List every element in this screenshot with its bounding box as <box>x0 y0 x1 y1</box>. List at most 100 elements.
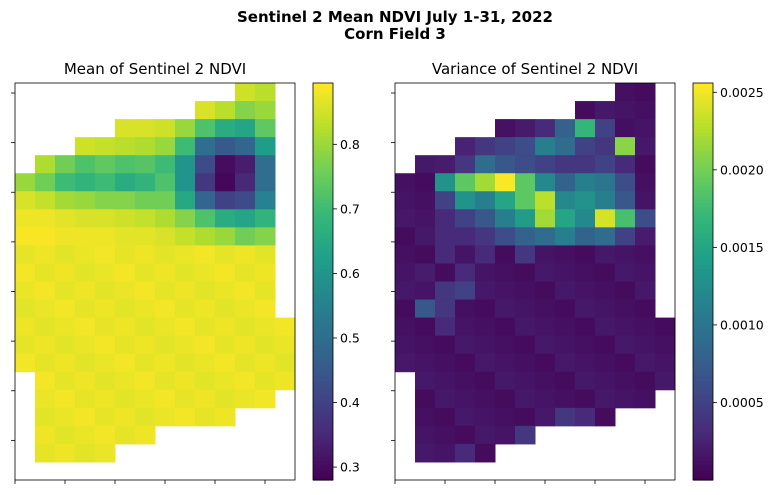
colorbar-segment <box>313 344 333 349</box>
colorbar-segment <box>313 132 333 137</box>
colorbar-tick-label: 0.5 <box>340 330 360 345</box>
heatmap-cell <box>575 101 596 120</box>
mean-ndvi-heatmap <box>11 82 296 484</box>
heatmap-cell <box>515 227 536 246</box>
heatmap-cell <box>495 209 516 228</box>
heatmap-cell <box>395 335 416 355</box>
colorbar-segment <box>313 169 333 173</box>
heatmap-cell <box>275 317 296 337</box>
colorbar-segment <box>693 178 713 183</box>
suptitle-line2: Corn Field 3 <box>344 25 446 43</box>
heatmap-cell <box>135 371 156 391</box>
heatmap-cell <box>75 443 96 463</box>
heatmap-cell <box>135 407 156 427</box>
heatmap-cell <box>195 155 216 174</box>
heatmap-cell <box>395 173 416 192</box>
colorbar-segment <box>313 208 333 213</box>
colorbar-segment <box>693 208 713 213</box>
heatmap-cell <box>615 245 636 264</box>
colorbar-segment <box>693 374 713 379</box>
heatmap-cell <box>235 299 256 319</box>
heatmap-cell <box>135 209 156 228</box>
heatmap-cell <box>15 335 36 355</box>
heatmap-cell <box>215 137 236 156</box>
heatmap-cell <box>55 371 76 391</box>
heatmap-cell <box>35 371 56 391</box>
heatmap-cell <box>415 191 436 210</box>
colorbar-tick-label: 0.4 <box>340 395 360 410</box>
heatmap-cell <box>435 155 456 174</box>
colorbar-segment <box>693 165 713 170</box>
heatmap-cell <box>35 263 56 282</box>
heatmap-cell <box>195 119 216 138</box>
heatmap-cell <box>435 389 456 409</box>
colorbar-segment <box>693 307 713 312</box>
colorbar-segment <box>313 294 333 299</box>
colorbar-segment <box>313 337 333 342</box>
colorbar-segment <box>693 400 713 405</box>
heatmap-cell <box>75 317 96 337</box>
heatmap-cell <box>535 245 556 264</box>
colorbar-segment <box>693 341 713 345</box>
colorbar-segment <box>693 304 713 309</box>
heatmap-cell <box>575 353 596 373</box>
heatmap-cell <box>115 209 136 228</box>
colorbar-segment <box>693 450 713 455</box>
heatmap-cell <box>115 317 136 337</box>
heatmap-cell <box>215 317 236 337</box>
colorbar-segment <box>313 281 333 286</box>
heatmap-cell <box>35 245 56 264</box>
heatmap-cell <box>95 155 116 174</box>
heatmap-cell <box>575 263 596 282</box>
heatmap-cell <box>635 281 656 301</box>
heatmap-cell <box>75 299 96 319</box>
heatmap-cell <box>75 335 96 355</box>
heatmap-cell <box>635 299 656 319</box>
heatmap-cell <box>535 119 556 138</box>
heatmap-cell <box>55 155 76 174</box>
colorbar-segment <box>693 221 713 226</box>
heatmap-cell <box>575 155 596 174</box>
colorbar-segment <box>313 215 333 220</box>
colorbar-segment <box>313 370 333 375</box>
heatmap-cell <box>235 371 256 391</box>
heatmap-cell <box>115 263 136 282</box>
heatmap-cell <box>435 407 456 427</box>
heatmap-cell <box>435 227 456 246</box>
heatmap-cell <box>515 407 536 427</box>
heatmap-cell <box>255 353 276 373</box>
heatmap-cell <box>215 209 236 228</box>
heatmap-cell <box>595 245 616 264</box>
heatmap-cell <box>455 407 476 427</box>
colorbar-segment <box>313 149 333 154</box>
heatmap-cell <box>455 263 476 282</box>
heatmap-cell <box>515 281 536 301</box>
heatmap-cell <box>455 317 476 337</box>
colorbar-segment <box>693 116 713 120</box>
heatmap-cell <box>595 173 616 192</box>
colorbar-tick-label: 0.0025 <box>720 85 764 100</box>
colorbar-segment <box>313 202 333 207</box>
colorbar-segment <box>693 344 713 349</box>
variance-colorbar: 0.0005 0.0010 0.0015 0.0020 0.0025 <box>692 82 764 481</box>
heatmap-cell <box>575 137 596 156</box>
colorbar-segment <box>313 324 333 329</box>
heatmap-cell <box>115 227 136 246</box>
heatmap-cell <box>455 191 476 210</box>
heatmap-cell <box>75 263 96 282</box>
colorbar-segment <box>313 466 333 471</box>
heatmap-cell <box>55 299 76 319</box>
heatmap-cell <box>555 155 576 174</box>
heatmap-cell <box>595 209 616 228</box>
colorbar-segment <box>313 380 333 385</box>
heatmap-cell <box>195 281 216 301</box>
heatmap-cell <box>635 209 656 228</box>
heatmap-cell <box>515 245 536 264</box>
heatmap-cell <box>215 353 236 373</box>
heatmap-cell <box>235 83 256 102</box>
heatmap-cell <box>255 299 276 319</box>
colorbar-segment <box>693 423 713 428</box>
heatmap-cell <box>495 335 516 355</box>
heatmap-cell <box>195 227 216 246</box>
heatmap-cell <box>75 245 96 264</box>
